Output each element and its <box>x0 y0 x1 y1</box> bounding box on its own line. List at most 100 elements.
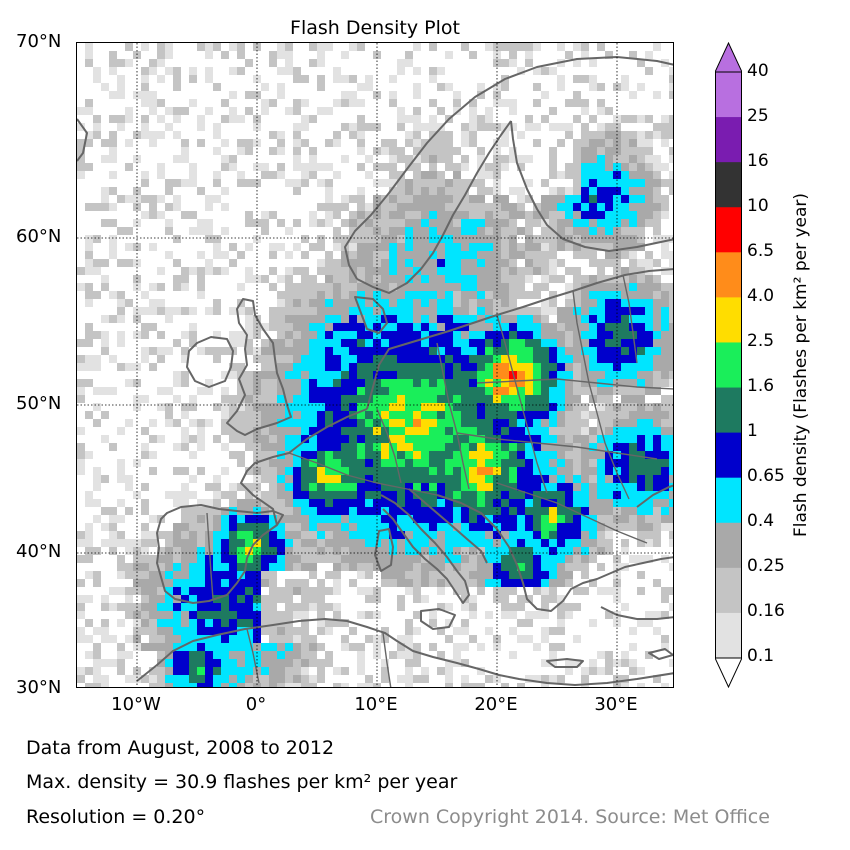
density-cell <box>317 483 325 491</box>
density-cell <box>197 555 205 563</box>
density-cell <box>309 323 317 331</box>
density-cell <box>549 339 557 347</box>
density-cell <box>461 331 469 339</box>
density-cell <box>205 387 213 395</box>
density-cell <box>309 571 317 579</box>
density-cell <box>525 547 533 555</box>
density-cell <box>501 523 509 531</box>
density-cell <box>85 491 93 499</box>
density-cell <box>221 115 229 123</box>
density-cell <box>197 435 205 443</box>
density-cell <box>541 443 549 451</box>
density-cell <box>261 515 269 523</box>
density-cell <box>501 291 509 299</box>
density-cell <box>189 331 197 339</box>
density-cell <box>333 315 341 323</box>
density-cell <box>101 475 109 483</box>
colorbar-label-2-5: 2.5 <box>747 331 775 351</box>
density-cell <box>477 203 485 211</box>
density-cell <box>189 267 197 275</box>
density-cell <box>445 51 453 59</box>
density-cell <box>477 235 485 243</box>
colorbar-band <box>715 342 742 389</box>
density-cell <box>221 643 229 651</box>
density-cell <box>405 291 413 299</box>
density-cell <box>453 99 461 107</box>
density-cell <box>405 587 413 595</box>
density-cell <box>589 339 597 347</box>
density-cell <box>93 115 101 123</box>
density-cell <box>573 459 581 467</box>
density-cell <box>349 291 357 299</box>
density-cell <box>293 475 301 483</box>
density-cell <box>181 139 189 147</box>
density-cell <box>509 267 517 275</box>
density-cell <box>629 507 637 515</box>
density-cell <box>285 531 293 539</box>
density-cell <box>597 355 605 363</box>
density-cell <box>429 539 437 547</box>
density-cell <box>405 531 413 539</box>
density-cell <box>365 403 373 411</box>
density-cell <box>541 531 549 539</box>
density-cell <box>557 371 565 379</box>
density-cell <box>597 411 605 419</box>
density-cell <box>445 347 453 355</box>
density-cell <box>205 619 213 627</box>
density-cell <box>485 267 493 275</box>
density-cell <box>525 267 533 275</box>
density-cell <box>253 483 261 491</box>
density-cell <box>293 563 301 571</box>
density-cell <box>413 171 421 179</box>
density-cell <box>573 275 581 283</box>
density-cell <box>653 459 661 467</box>
density-cell <box>605 459 613 467</box>
density-cell <box>93 515 101 523</box>
density-cell <box>445 419 453 427</box>
density-cell <box>285 371 293 379</box>
density-cell <box>581 475 589 483</box>
density-cell <box>229 155 237 163</box>
coast-denmark <box>354 296 388 334</box>
density-cell <box>517 523 525 531</box>
density-cell <box>421 267 429 275</box>
density-cell <box>421 307 429 315</box>
density-cell <box>597 587 605 595</box>
density-cell <box>101 347 109 355</box>
density-cell <box>285 43 293 51</box>
density-cell <box>157 667 165 675</box>
density-cell <box>557 491 565 499</box>
density-cell <box>189 651 197 659</box>
density-cell <box>653 531 661 539</box>
graticule <box>77 43 673 687</box>
density-cell <box>141 603 149 611</box>
density-cell <box>597 107 605 115</box>
density-cell <box>565 515 573 523</box>
density-cell <box>197 683 205 687</box>
density-cell <box>461 179 469 187</box>
density-cell <box>589 147 597 155</box>
density-cell <box>533 123 541 131</box>
density-cell <box>413 163 421 171</box>
density-cell <box>541 331 549 339</box>
density-cell <box>461 443 469 451</box>
density-cell <box>205 571 213 579</box>
density-cell <box>189 675 197 683</box>
density-cell <box>109 507 117 515</box>
density-cell <box>645 203 653 211</box>
density-cell <box>541 435 549 443</box>
density-cell <box>429 579 437 587</box>
density-cell <box>485 491 493 499</box>
density-cell <box>269 531 277 539</box>
density-cell <box>157 643 165 651</box>
density-cell <box>653 307 661 315</box>
density-cell <box>669 323 673 331</box>
density-cell <box>237 363 245 371</box>
density-cell <box>149 627 157 635</box>
density-cell <box>317 547 325 555</box>
density-cell <box>381 435 389 443</box>
density-cell <box>565 339 573 347</box>
density-cell <box>237 387 245 395</box>
density-cell <box>501 683 509 687</box>
density-cell <box>621 163 629 171</box>
